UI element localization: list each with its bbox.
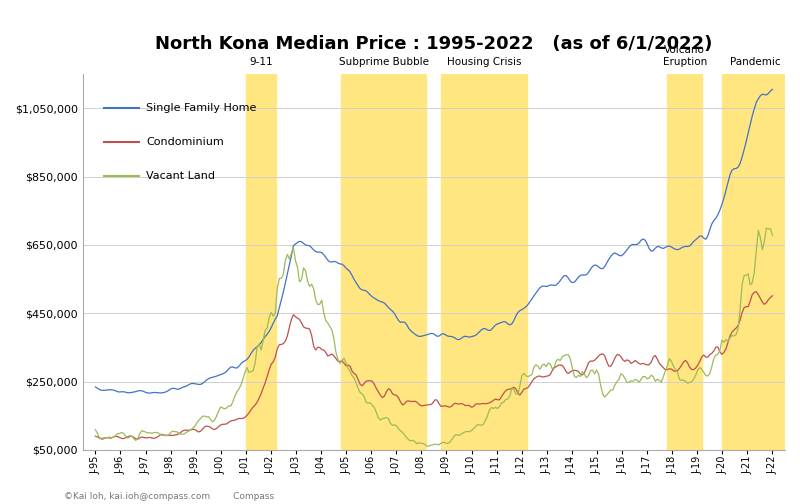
Text: Pandemic: Pandemic <box>730 56 780 67</box>
Bar <box>667 74 702 450</box>
Bar <box>722 74 787 450</box>
Text: ©Kai Ioh, kai.ioh@compass.com        Compass: ©Kai Ioh, kai.ioh@compass.com Compass <box>64 492 274 501</box>
Text: Volcano
Eruption: Volcano Eruption <box>662 45 707 67</box>
Bar <box>341 74 426 450</box>
Bar <box>246 74 276 450</box>
Text: Vacant Land: Vacant Land <box>146 170 215 180</box>
Title: North Kona Median Price : 1995-2022   (as of 6/1/2022): North Kona Median Price : 1995-2022 (as … <box>155 35 713 53</box>
Text: 9-11: 9-11 <box>249 56 273 67</box>
Text: Subprime Bubble: Subprime Bubble <box>338 56 429 67</box>
Bar <box>442 74 526 450</box>
Text: Housing Crisis: Housing Crisis <box>447 56 522 67</box>
Text: Single Family Home: Single Family Home <box>146 103 257 113</box>
Text: Condominium: Condominium <box>146 137 224 147</box>
